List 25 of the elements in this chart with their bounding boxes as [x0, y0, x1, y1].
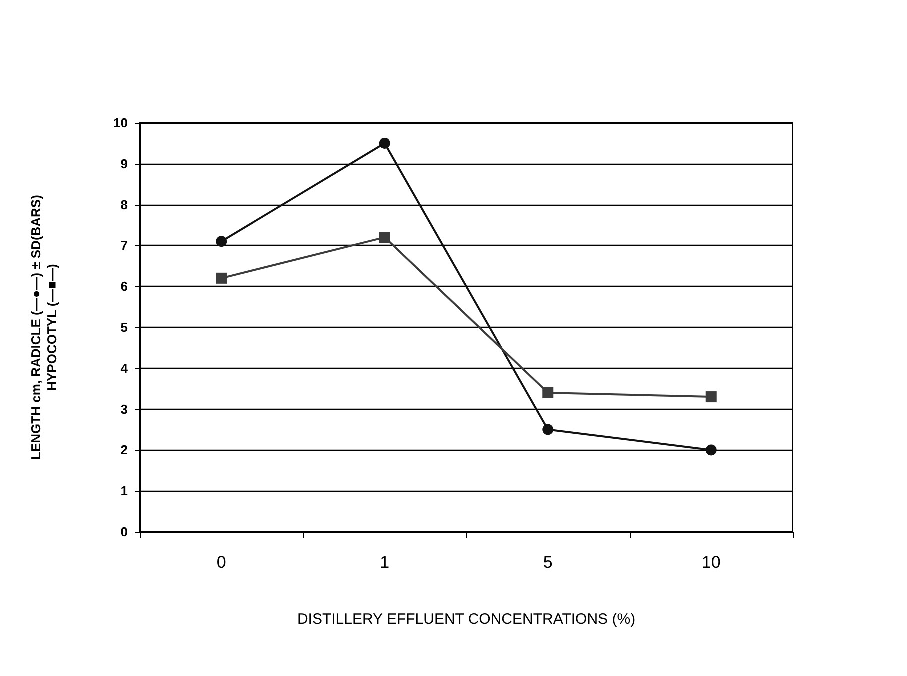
y-tick-label: 6	[120, 279, 128, 294]
point	[216, 272, 228, 284]
x-tick-label: 10	[702, 553, 721, 572]
y-axis-title: LENGTH cm, RADICLE (—●—) ± SD(BARS) HYPOCOTYL (—■—)	[28, 195, 60, 460]
x-tick-label: 0	[216, 553, 226, 572]
point	[379, 138, 390, 149]
x-tick-label: 5	[543, 553, 553, 572]
point	[706, 392, 717, 403]
point	[542, 387, 554, 398]
y-tick-label: 9	[120, 156, 128, 172]
point	[542, 424, 554, 436]
y-tick-label: 7	[120, 238, 128, 254]
y-tick-label: 2	[120, 442, 128, 458]
point	[379, 232, 390, 244]
x-tick-label: 1	[380, 553, 390, 572]
y-tick-label: 3	[120, 402, 128, 417]
point	[216, 236, 228, 248]
y-tick-label: 1	[120, 484, 128, 499]
x-axis-title: DISTILLERY EFFLUENT CONCENTRATIONS (%)	[297, 611, 636, 628]
y-tick-label: 0	[120, 524, 128, 540]
y-tick-label: 8	[120, 197, 128, 212]
point	[706, 444, 717, 456]
y-tick-label: 5	[120, 320, 128, 335]
y-tick-label: 10	[114, 116, 128, 130]
y-tick-label: 4	[120, 360, 129, 376]
